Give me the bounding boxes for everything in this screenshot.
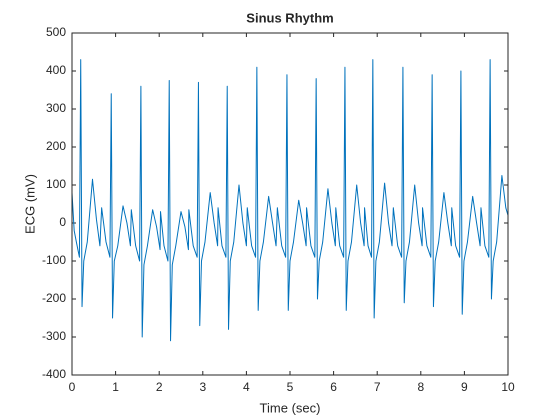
y-tick-label: -100 (42, 253, 66, 267)
y-tick-label: 100 (46, 177, 66, 191)
x-tick-label: 4 (243, 380, 250, 394)
x-tick-label: 1 (112, 380, 119, 394)
y-tick-label: 0 (59, 215, 66, 229)
x-tick-label: 0 (69, 380, 76, 394)
x-tick-label: 9 (461, 380, 468, 394)
y-tick-label: 300 (46, 101, 66, 115)
chart-title: Sinus Rhythm (246, 10, 333, 25)
x-tick-label: 3 (199, 380, 206, 394)
x-tick-label: 10 (501, 380, 515, 394)
x-tick-label: 2 (156, 380, 163, 394)
x-tick-label: 5 (287, 380, 294, 394)
y-tick-label: 200 (46, 139, 66, 153)
y-tick-label: 400 (46, 63, 66, 77)
x-tick-label: 6 (330, 380, 337, 394)
y-tick-label: 500 (46, 25, 66, 39)
y-tick-label: -200 (42, 291, 66, 305)
y-tick-label: -300 (42, 329, 66, 343)
y-tick-label: -400 (42, 367, 66, 381)
x-tick-label: 8 (417, 380, 424, 394)
ecg-line (71, 59, 509, 342)
x-tick-label: 7 (374, 380, 381, 394)
x-axis-label: Time (sec) (260, 400, 321, 415)
plot-box (71, 32, 509, 376)
y-axis-label: ECG (mV) (22, 174, 37, 234)
